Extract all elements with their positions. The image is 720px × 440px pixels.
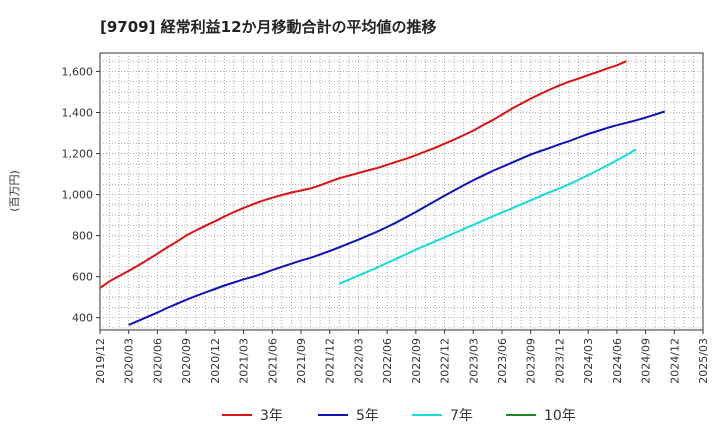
- x-tick-label: 2021/06: [266, 338, 279, 384]
- y-tick-label: 1,600: [62, 65, 94, 78]
- x-tick-label: 2024/12: [668, 338, 681, 384]
- x-tick-label: 2022/12: [439, 338, 452, 384]
- chart-title: [9709] 経常利益12か月移動合計の平均値の推移: [100, 18, 437, 36]
- grid-lines: [100, 53, 703, 330]
- x-tick-label: 2022/03: [352, 338, 365, 384]
- x-tick-label: 2023/09: [525, 338, 538, 384]
- legend-label: 7年: [450, 408, 473, 424]
- x-tick-label: 2022/06: [381, 338, 394, 384]
- y-tick-label: 1,200: [62, 148, 94, 161]
- plot-area: [99, 52, 704, 331]
- series-line: [338, 148, 637, 285]
- x-tick-label: 2019/12: [94, 338, 107, 384]
- x-tick-label: 2024/03: [582, 338, 595, 384]
- x-tick-label: 2021/03: [238, 338, 251, 384]
- x-tick-label: 2020/12: [209, 338, 222, 384]
- y-tick-label: 400: [72, 312, 93, 325]
- x-tick-label: 2024/09: [640, 338, 653, 384]
- x-axis-ticks: 2019/12 2020/03 2020/06 2020/09 2020/12 2021/…: [94, 330, 710, 384]
- y-axis-ticks: 400 600 800 1,000 1,200 1,400 1,600: [62, 65, 100, 325]
- series-line: [128, 110, 666, 326]
- y-tick-label: 800: [72, 230, 93, 243]
- x-tick-label: 2024/06: [611, 338, 624, 384]
- x-tick-label: 2020/06: [151, 338, 164, 384]
- y-tick-label: 600: [72, 271, 93, 284]
- legend-label: 3年: [260, 408, 283, 424]
- y-axis-label: (百万円): [8, 170, 21, 212]
- x-tick-label: 2025/03: [697, 338, 710, 384]
- legend: 3年 5年 7年 10年: [222, 408, 576, 424]
- x-tick-label: 2022/09: [410, 338, 423, 384]
- x-tick-label: 2023/12: [553, 338, 566, 384]
- series-line: [99, 60, 627, 289]
- y-tick-label: 1,000: [62, 189, 94, 202]
- series-lines: [99, 60, 666, 326]
- x-tick-label: 2023/03: [467, 338, 480, 384]
- legend-label: 5年: [356, 408, 379, 424]
- x-tick-label: 2020/03: [123, 338, 136, 384]
- x-tick-label: 2021/12: [324, 338, 337, 384]
- x-tick-label: 2020/09: [180, 338, 193, 384]
- y-tick-label: 1,400: [62, 107, 94, 120]
- x-tick-label: 2023/06: [496, 338, 509, 384]
- legend-label: 10年: [544, 408, 576, 424]
- x-tick-label: 2021/09: [295, 338, 308, 384]
